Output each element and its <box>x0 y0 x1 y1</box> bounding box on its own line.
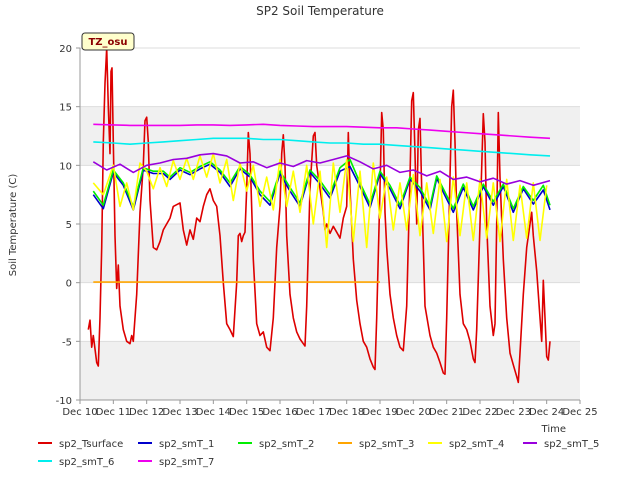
y-tick-label-5: 15 <box>59 103 72 114</box>
series-line-sp2-smT-6 <box>93 137 551 157</box>
y-axis: -10 -5 0 5 10 15 20 <box>56 44 81 407</box>
x-tick-label-2: Dec 12 <box>129 407 164 418</box>
x-tick-label-14: Dec 24 <box>529 407 564 418</box>
x-tick-label-13: Dec 23 <box>496 407 531 418</box>
legend-label-sp2-Tsurface: sp2_Tsurface <box>59 439 123 450</box>
legend-label-sp2-smT-1: sp2_smT_1 <box>159 439 214 450</box>
site-label: TZ_osu <box>88 37 127 48</box>
series-layer <box>87 47 551 384</box>
legend-label-sp2-smT-2: sp2_smT_2 <box>259 439 314 450</box>
x-tick-label-9: Dec 19 <box>362 407 397 418</box>
legend-label-sp2-smT-7: sp2_smT_7 <box>159 457 214 468</box>
y-tick-label-0: -10 <box>56 396 72 407</box>
y-tick-label-3: 5 <box>66 220 72 231</box>
legend-label-sp2-smT-3: sp2_smT_3 <box>359 439 414 450</box>
background-band-0 <box>80 341 580 400</box>
y-tick-label-1: -5 <box>62 337 72 348</box>
y-tick-label-6: 20 <box>59 44 72 55</box>
y-tick-label-4: 10 <box>59 161 72 172</box>
site-label-box: TZ_osu <box>81 32 135 51</box>
x-tick-label-3: Dec 13 <box>162 407 197 418</box>
site-label-background <box>81 32 135 51</box>
y-tick-label-2: 0 <box>66 279 72 290</box>
x-tick-label-10: Dec 20 <box>396 407 431 418</box>
legend: sp2_Tsurface sp2_smT_1 sp2_smT_2 sp2_smT_3 s… <box>38 439 599 468</box>
series-line-sp2-smT-5 <box>92 152 551 187</box>
x-tick-label-6: Dec 16 <box>262 407 297 418</box>
x-tick-label-15: Dec 25 <box>562 407 597 418</box>
x-tick-label-4: Dec 14 <box>196 407 231 418</box>
legend-label-sp2-smT-4: sp2_smT_4 <box>449 439 504 450</box>
x-tick-label-8: Dec 18 <box>329 407 364 418</box>
series-line-sp2-smT-4 <box>92 152 548 249</box>
x-axis-title: Time <box>541 424 566 435</box>
x-tick-label-11: Dec 21 <box>429 407 464 418</box>
x-tick-label-5: Dec 15 <box>229 407 264 418</box>
y-axis-title: Soil Temperature (C) <box>8 174 19 277</box>
x-tick-label-7: Dec 17 <box>296 407 331 418</box>
chart-title: SP2 Soil Temperature <box>256 4 384 18</box>
legend-label-sp2-smT-6: sp2_smT_6 <box>59 457 114 468</box>
x-tick-label-1: Dec 11 <box>96 407 131 418</box>
background-band-2 <box>80 106 580 166</box>
series-line-sp2-smT-7 <box>93 123 551 140</box>
legend-label-sp2-smT-5: sp2_smT_5 <box>544 439 599 450</box>
x-tick-label-12: Dec 22 <box>462 407 497 418</box>
x-tick-label-0: Dec 10 <box>62 407 97 418</box>
